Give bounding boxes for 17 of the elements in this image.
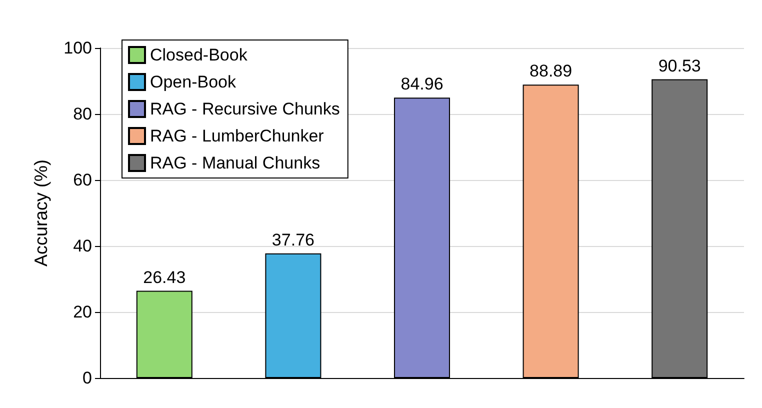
legend-label: RAG - LumberChunker bbox=[150, 126, 324, 146]
data-label: 88.89 bbox=[530, 62, 572, 81]
legend-label: RAG - Manual Chunks bbox=[150, 154, 320, 172]
y-tick-label: 80 bbox=[73, 104, 92, 124]
data-label: 37.76 bbox=[272, 230, 314, 250]
data-label: 90.53 bbox=[658, 56, 701, 76]
y-tick-label: 0 bbox=[82, 368, 92, 388]
y-tick-label: 100 bbox=[64, 38, 92, 58]
legend-label: Open-Book bbox=[150, 72, 236, 92]
y-tick-label: 20 bbox=[73, 302, 92, 322]
legend-label: Closed-Book bbox=[150, 46, 248, 64]
data-label: 26.43 bbox=[143, 268, 186, 287]
legend-label: RAG - Recursive Chunks bbox=[150, 100, 340, 118]
data-label: 84.96 bbox=[400, 74, 444, 94]
y-tick-label: 60 bbox=[73, 170, 92, 190]
y-tick-label: 40 bbox=[73, 236, 92, 256]
y-axis-title: Accuracy (%) bbox=[31, 159, 51, 267]
